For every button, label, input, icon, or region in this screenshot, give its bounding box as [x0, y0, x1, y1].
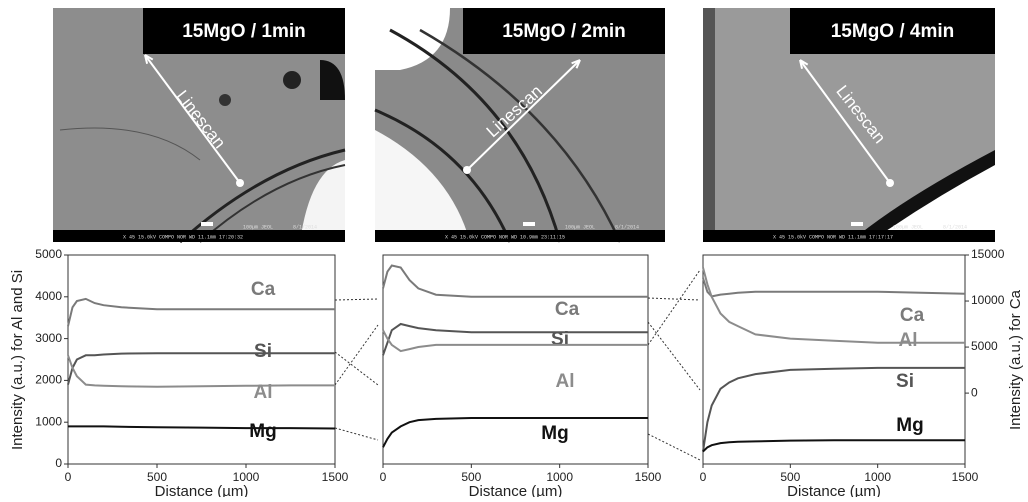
series-label: Al	[254, 382, 273, 403]
scale-bar	[201, 222, 213, 226]
series-label: Si	[896, 371, 914, 392]
date-text: 8/1/2014	[615, 224, 639, 230]
y-tick-label: 4000	[35, 289, 62, 303]
series-label: Si	[254, 341, 272, 362]
y2-tick-label: 0	[971, 385, 978, 399]
series-line	[68, 426, 335, 428]
scale-text: 100µm JEOL	[243, 224, 273, 230]
x-tick-label: 0	[65, 470, 72, 484]
image-title: 15MgO / 4min	[831, 21, 955, 42]
date-text: 8/1/2014	[943, 224, 967, 230]
series-line	[68, 355, 335, 386]
x-axis-label: Distance (µm)	[787, 483, 881, 497]
series-label: Ca	[555, 299, 580, 320]
x-axis-label: Distance (µm)	[469, 483, 563, 497]
x-tick-label: 1500	[322, 470, 349, 484]
y-tick-label: 1000	[35, 414, 62, 428]
series-label: Ca	[251, 279, 276, 300]
linescan-start	[463, 166, 471, 174]
series-line	[703, 278, 965, 296]
series-label: Al	[556, 371, 575, 392]
y-tick-label: 5000	[35, 247, 62, 261]
series-label: Si	[551, 329, 569, 350]
series-line	[383, 418, 648, 447]
plot-frame	[703, 255, 965, 464]
series-line	[68, 299, 335, 326]
y2-tick-label: 5000	[971, 339, 998, 353]
image-title: 15MgO / 2min	[502, 21, 626, 42]
y-tick-label: 2000	[35, 373, 62, 387]
scale-bar	[851, 222, 863, 226]
footer-text: X 45 15.0kV COMPO NOR WD 11.1mm 17:20:32	[123, 234, 243, 240]
linescan-start	[886, 179, 894, 187]
x-axis-label: Distance (µm)	[155, 483, 249, 497]
y2-tick-label: 10000	[971, 293, 1005, 307]
series-line	[703, 368, 965, 452]
figure: 15MgO / 1minLinescan100µm JEOL8/1/2014X …	[0, 0, 1028, 497]
footer-text: X 45 15.0kV COMPO NOR WD 11.1mm 17:17:17	[773, 234, 893, 240]
x-tick-label: 1500	[635, 470, 662, 484]
series-label: Al	[899, 330, 918, 351]
footer-text: X 45 15.0kV COMPO NOR WD 10.9mm 23:11:15	[445, 234, 565, 240]
scale-bar	[523, 222, 535, 226]
series-label: Mg	[896, 415, 923, 436]
plot-frame	[68, 255, 335, 464]
connector	[335, 270, 700, 460]
image-title: 15MgO / 1min	[182, 21, 306, 42]
scale-text: 100µm JEOL	[565, 224, 595, 230]
series-label: Mg	[541, 423, 568, 444]
y2-tick-label: 15000	[971, 247, 1005, 261]
series-line	[703, 268, 965, 343]
series-line	[68, 353, 335, 384]
series-line	[383, 266, 648, 297]
series-line	[383, 324, 648, 355]
scale-text: 100µm JEOL	[893, 224, 923, 230]
plot-frame	[383, 255, 648, 464]
x-tick-label: 0	[700, 470, 707, 484]
x-tick-label: 0	[380, 470, 387, 484]
y-axis-label: Intensity (a.u.) for Al and Si	[9, 270, 26, 450]
series-label: Mg	[249, 421, 276, 442]
date-text: 8/1/2014	[293, 224, 317, 230]
series-line	[703, 440, 965, 451]
series-line	[383, 330, 648, 351]
y-tick-label: 3000	[35, 331, 62, 345]
series-label: Ca	[900, 305, 925, 326]
y-tick-label: 0	[55, 456, 62, 470]
linescan-start	[236, 179, 244, 187]
y2-axis-label: Intensity (a.u.) for Ca	[1007, 289, 1024, 430]
x-tick-label: 1500	[952, 470, 979, 484]
